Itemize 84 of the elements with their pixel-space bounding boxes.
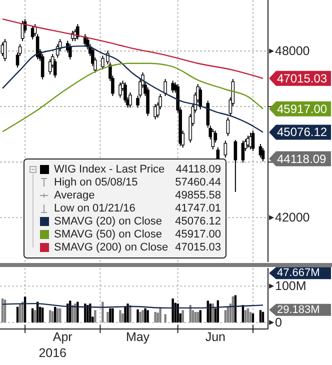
candlestick <box>76 24 80 40</box>
annotation: Low on 01/21/16 <box>54 202 136 214</box>
text: 2016 <box>38 346 67 360</box>
bar <box>182 310 184 322</box>
text: 47.667M <box>277 267 320 280</box>
candlestick <box>3 38 7 62</box>
bar <box>109 308 112 322</box>
candlestick <box>211 128 215 150</box>
annotation: 45076.12 <box>175 216 221 228</box>
bar <box>52 311 54 322</box>
legend-label: SMAVG (50) on Close <box>54 228 162 240</box>
bar <box>262 312 264 322</box>
legend-label: WIG Index - Last Price <box>54 164 165 176</box>
bar <box>249 312 252 322</box>
bar <box>129 305 132 322</box>
bar <box>41 308 44 322</box>
candlestick <box>146 86 150 117</box>
annotation: 45917.00 <box>175 228 221 240</box>
annotation: 49855.58 <box>175 190 221 202</box>
bar <box>124 306 126 322</box>
bar <box>154 312 156 322</box>
annotation: Average <box>54 190 95 202</box>
candlestick <box>251 130 255 152</box>
bar <box>159 308 162 322</box>
bar <box>174 302 176 322</box>
x-tick-label: Jun <box>205 330 226 344</box>
legend-label: SMAVG (200) on Close <box>54 242 168 254</box>
bar <box>16 306 19 322</box>
y-tick-label: 42000 <box>275 210 310 225</box>
candlestick <box>226 116 230 136</box>
bar <box>196 312 199 322</box>
bar <box>89 304 92 322</box>
annotation: 47015.03 <box>175 242 221 254</box>
bar <box>122 313 124 322</box>
text: 44118.09 <box>277 152 326 166</box>
bar <box>126 304 129 322</box>
line-series <box>2 18 264 80</box>
bar <box>139 312 142 322</box>
bar <box>164 314 166 322</box>
legend-label: SMAVG (20) on Close <box>54 216 162 228</box>
bar <box>54 306 56 322</box>
bar <box>119 310 122 322</box>
text: 47015.03 <box>277 71 328 86</box>
text: 29.183M <box>277 304 320 316</box>
bar <box>172 298 174 322</box>
bar <box>86 305 89 322</box>
bar <box>59 308 62 322</box>
bar <box>142 310 144 322</box>
bar <box>259 310 262 322</box>
y-tick-label: 0 <box>275 315 282 330</box>
bar <box>199 310 202 322</box>
bar <box>146 310 149 322</box>
candlestick <box>224 140 228 158</box>
bar <box>106 312 109 322</box>
bar <box>224 310 227 322</box>
text: 45076.12 <box>277 125 328 140</box>
bar <box>144 308 146 322</box>
bar <box>48 310 52 322</box>
bar <box>156 312 159 322</box>
y-tick-label: 48000 <box>275 44 310 58</box>
bar <box>136 309 139 322</box>
bar <box>102 302 104 322</box>
bar <box>31 308 34 322</box>
bar <box>84 304 86 322</box>
candlestick <box>234 139 238 192</box>
annotation: 41747.01 <box>175 202 221 214</box>
x-tick-label: Apr <box>52 330 72 344</box>
x-tick-label: May <box>126 330 150 344</box>
bar <box>252 313 254 322</box>
bar <box>112 308 114 322</box>
annotation: 44118.09 <box>176 164 221 176</box>
y-tick-label: 100M <box>275 279 306 294</box>
candlestick <box>164 78 167 97</box>
bar <box>246 308 250 322</box>
bar <box>194 312 196 322</box>
bar <box>34 310 36 322</box>
candlestick <box>68 44 72 60</box>
bar <box>94 310 96 322</box>
bar <box>56 308 59 322</box>
annotation: 57460.44 <box>175 176 221 188</box>
bar <box>244 310 247 322</box>
bar <box>176 304 179 322</box>
annotation: High on 05/08/15 <box>54 176 138 188</box>
text: 45917.00 <box>277 102 328 116</box>
